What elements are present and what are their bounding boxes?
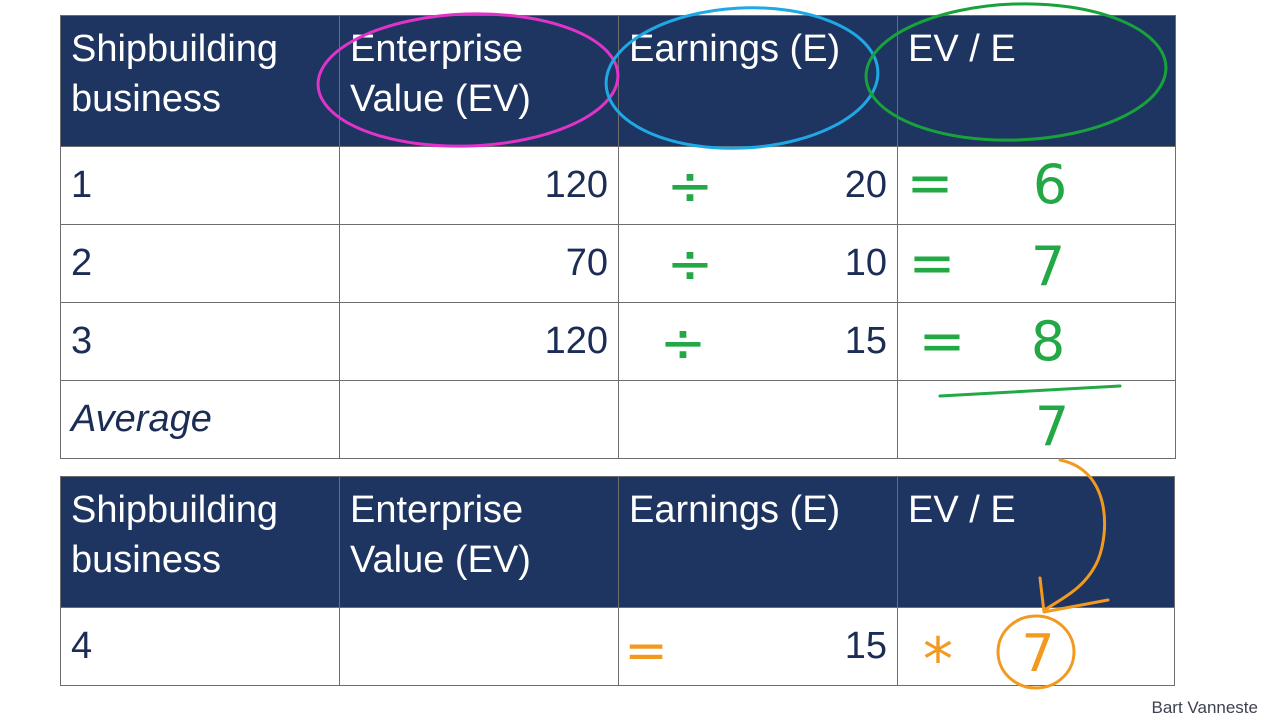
header-earnings: Earnings (E): [618, 15, 898, 147]
ratio-cell: [897, 607, 1175, 686]
business-cell: 4: [60, 607, 340, 686]
ratio-cell: [897, 224, 1176, 303]
header-earnings: Earnings (E): [618, 476, 898, 608]
target-table: Shipbuilding business Enterprise Value (…: [60, 476, 1175, 686]
header-business: Shipbuilding business: [60, 15, 340, 147]
ev-cell: 120: [339, 146, 619, 225]
ev-cell: [339, 380, 619, 459]
average-row: Average: [60, 380, 1176, 459]
header-enterprise-value: Enterprise Value (EV): [339, 15, 619, 147]
ev-cell: 120: [339, 302, 619, 381]
table-row: 2 70 10: [60, 224, 1176, 303]
table-row: 4 15: [60, 607, 1175, 686]
presenter-credit: Bart Vanneste: [1151, 698, 1258, 717]
ev-cell: 70: [339, 224, 619, 303]
ratio-cell: [897, 380, 1176, 459]
earnings-cell: 15: [618, 607, 898, 686]
earnings-cell: 10: [618, 224, 898, 303]
valuation-table: Shipbuilding business Enterprise Value (…: [60, 15, 1176, 459]
header-ev-e: EV / E: [897, 476, 1175, 608]
ratio-cell: [897, 146, 1176, 225]
header-ev-e: EV / E: [897, 15, 1176, 147]
business-cell: 2: [60, 224, 340, 303]
table-row: 1 120 20: [60, 146, 1176, 225]
ev-cell: [339, 607, 619, 686]
average-label: Average: [60, 380, 340, 459]
business-cell: 3: [60, 302, 340, 381]
header-row: Shipbuilding business Enterprise Value (…: [60, 476, 1175, 608]
header-row: Shipbuilding business Enterprise Value (…: [60, 15, 1176, 147]
ratio-cell: [897, 302, 1176, 381]
earnings-cell: 20: [618, 146, 898, 225]
business-cell: 1: [60, 146, 340, 225]
table-row: 3 120 15: [60, 302, 1176, 381]
header-business: Shipbuilding business: [60, 476, 340, 608]
earnings-cell: [618, 380, 898, 459]
earnings-cell: 15: [618, 302, 898, 381]
header-enterprise-value: Enterprise Value (EV): [339, 476, 619, 608]
